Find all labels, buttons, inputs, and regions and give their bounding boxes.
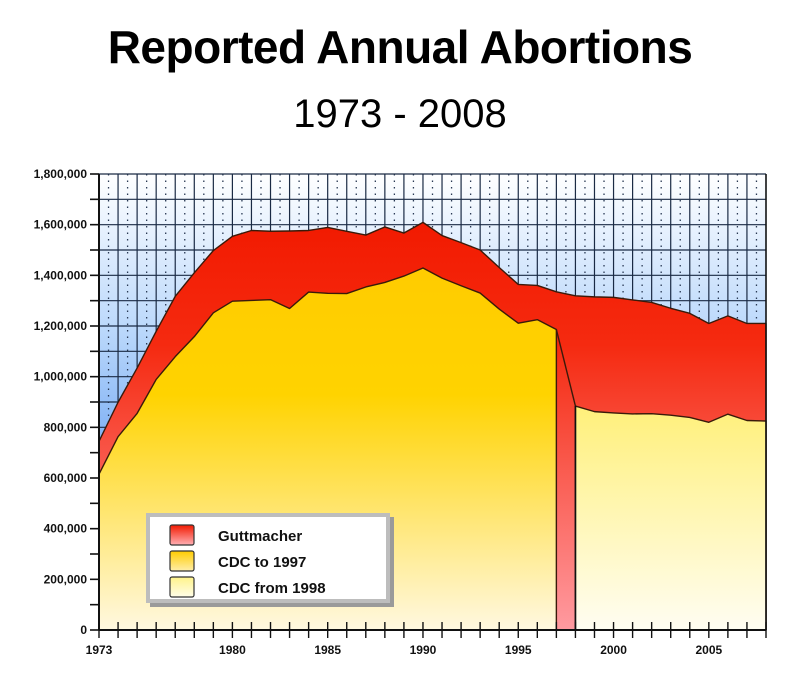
y-tick-label: 0 bbox=[80, 623, 87, 637]
chart-subtitle: 1973 - 2008 bbox=[293, 92, 507, 136]
x-tick-label: 1985 bbox=[314, 643, 341, 657]
legend-swatch-guttmacher bbox=[169, 524, 195, 546]
y-tick-label: 1,800,000 bbox=[34, 167, 88, 181]
y-tick-label: 1,200,000 bbox=[34, 319, 88, 333]
y-tick-label: 600,000 bbox=[44, 471, 88, 485]
legend-label: CDC to 1997 bbox=[218, 554, 306, 571]
legend-label: Guttmacher bbox=[218, 528, 302, 545]
x-tick-label: 2000 bbox=[600, 643, 627, 657]
legend-swatch-cdc-to-1997 bbox=[169, 550, 195, 572]
x-tick-label: 1995 bbox=[505, 643, 532, 657]
y-tick-label: 800,000 bbox=[44, 420, 88, 434]
area-cdc-from-1998 bbox=[574, 405, 767, 631]
series-connector bbox=[555, 329, 577, 407]
y-tick-label: 1,000,000 bbox=[34, 370, 88, 384]
legend-label: CDC from 1998 bbox=[218, 580, 326, 597]
axes: 0 200,000 400,000 600,000 800,000 1,000,000 1,… bbox=[34, 167, 767, 657]
legend: Guttmacher CDC to 1997 CDC from 1998 bbox=[146, 513, 394, 607]
chart-title: Reported Annual Abortions bbox=[107, 21, 693, 73]
y-tick-label: 400,000 bbox=[44, 522, 88, 536]
x-tick-label: 1980 bbox=[219, 643, 246, 657]
y-tick-label: 1,600,000 bbox=[34, 218, 88, 232]
y-tick-label: 200,000 bbox=[44, 572, 88, 586]
y-tick-label: 1,400,000 bbox=[34, 268, 88, 282]
x-tick-label: 1973 bbox=[86, 643, 113, 657]
x-tick-label: 1990 bbox=[410, 643, 437, 657]
legend-swatch-cdc-from-1998 bbox=[169, 576, 195, 598]
x-tick-label: 2005 bbox=[695, 643, 722, 657]
